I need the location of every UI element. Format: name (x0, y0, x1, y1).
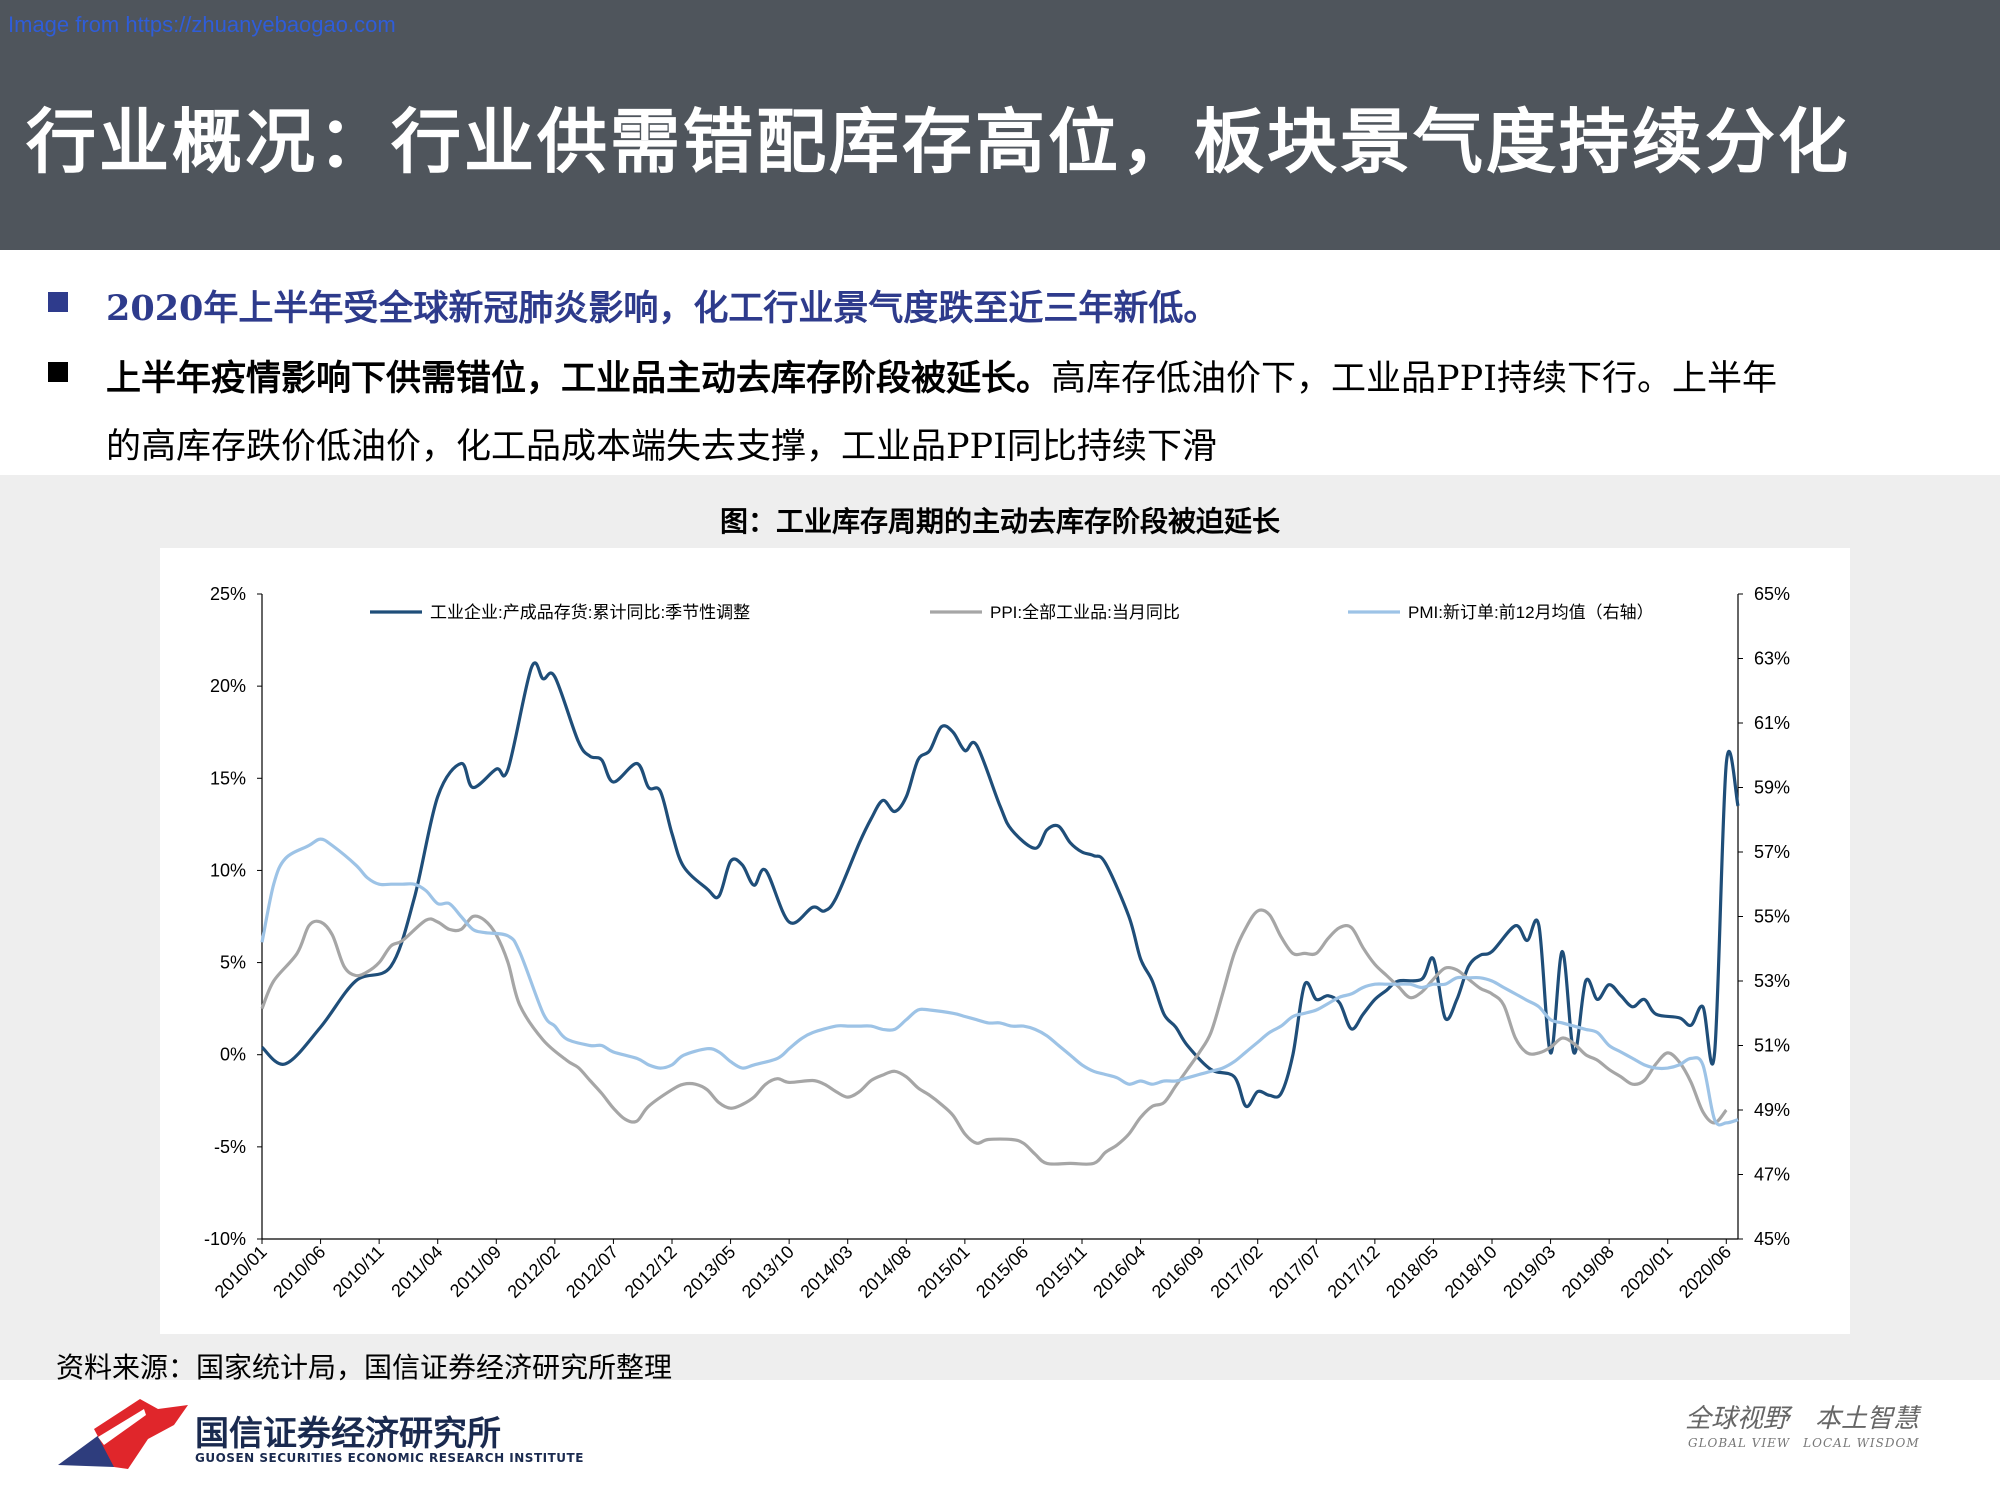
left-tick-label: 20% (210, 676, 246, 696)
bullet-square-2 (48, 362, 68, 382)
left-tick-label: 5% (220, 953, 246, 973)
slogan: 全球视野 本土智慧 (1685, 1404, 1920, 1434)
slogan-english: GLOBAL VIEW LOCAL WISDOM (1688, 1436, 1920, 1450)
bullet-text-2-rest: 高库存低油价下，工业品PPI持续下行。上半年 (1051, 359, 1777, 399)
page-title: 行业概况：行业供需错配库存高位，板块景气度持续分化 (26, 100, 1851, 183)
left-tick-label: 15% (210, 768, 246, 788)
right-tick-label: 55% (1754, 907, 1790, 927)
x-tick-label: 2014/08 (855, 1242, 915, 1302)
right-tick-label: 61% (1754, 713, 1790, 733)
x-tick-label: 2012/12 (621, 1242, 681, 1302)
x-tick-label: 2010/11 (329, 1242, 388, 1301)
right-tick-label: 53% (1754, 971, 1790, 991)
legend-label-pmi: PMI:新订单:前12月均值（右轴） (1408, 603, 1654, 622)
x-tick-label: 2020/06 (1675, 1242, 1735, 1302)
x-tick-label: 2010/01 (211, 1242, 271, 1302)
x-tick-label: 2016/09 (1148, 1242, 1208, 1302)
line-chart: 25% 20% 15% 10% 5% 0% -5% -10% 65% 63% 61% 59% 57% 55… (204, 584, 1790, 1302)
x-tick-label: 2015/06 (972, 1242, 1032, 1302)
x-tick-label: 2011/04 (387, 1242, 446, 1301)
bullet-square-1 (48, 292, 68, 312)
x-tick-label: 2015/11 (1032, 1242, 1091, 1301)
x-tick-label: 2017/12 (1324, 1242, 1384, 1302)
left-tick-label: -5% (214, 1137, 246, 1157)
left-tick-label: 25% (210, 584, 246, 604)
right-tick-label: 51% (1754, 1036, 1790, 1056)
x-tick-label: 2015/01 (914, 1242, 974, 1302)
bullet-text-2: 上半年疫情影响下供需错位，工业品主动去库存阶段被延长。高库存低油价下，工业品PP… (106, 350, 1777, 401)
chart-area: 25% 20% 15% 10% 5% 0% -5% -10% 65% 63% 61% 59% 57% 55… (160, 548, 1850, 1334)
bullet-text-1: 2020年上半年受全球新冠肺炎影响，化工行业景气度跌至近三年新低。 (106, 288, 1219, 329)
x-tick-label: 2017/02 (1206, 1242, 1266, 1302)
title-banner: Image from https://zhuanyebaogao.com 行业概… (0, 0, 2000, 250)
x-tick-label: 2012/07 (562, 1242, 622, 1302)
right-tick-label: 63% (1754, 649, 1790, 669)
left-tick-label: 10% (210, 860, 246, 880)
x-tick-label: 2014/03 (796, 1242, 856, 1302)
x-tick-label: 2012/02 (504, 1242, 564, 1302)
right-tick-label: 59% (1754, 778, 1790, 798)
source-note: 资料来源：国家统计局，国信证券经济研究所整理 (56, 1351, 673, 1384)
x-tick-label: 2010/06 (269, 1242, 329, 1302)
legend-label-ppi: PPI:全部工业品:当月同比 (990, 603, 1180, 622)
x-tick-label: 2019/03 (1499, 1242, 1559, 1302)
x-tick-label: 2011/09 (446, 1242, 505, 1301)
right-tick-label: 47% (1754, 1165, 1790, 1185)
series-line-pmi (260, 837, 1739, 1127)
left-tick-label: -10% (204, 1229, 246, 1249)
x-tick-label: 2013/05 (679, 1242, 739, 1302)
series-line-ppi (260, 908, 1728, 1166)
x-tick-label: 2017/07 (1265, 1242, 1325, 1302)
right-tick-label: 57% (1754, 842, 1790, 862)
right-tick-label: 65% (1754, 584, 1790, 604)
left-tick-label: 0% (220, 1045, 246, 1065)
watermark-link[interactable]: Image from https://zhuanyebaogao.com (8, 12, 396, 37)
x-tick-label: 2016/04 (1089, 1242, 1149, 1302)
x-tick-label: 2020/01 (1616, 1242, 1676, 1302)
x-tick-label: 2019/08 (1558, 1242, 1618, 1302)
x-tick-label: 2018/05 (1382, 1242, 1442, 1302)
logo-text: 国信证券经济研究所 (195, 1414, 501, 1454)
bullet-text-2-continued: 的高库存跌价低油价，化工品成本端失去支撑，工业品PPI同比持续下滑 (106, 427, 1217, 467)
logo-subtext: GUOSEN SECURITIES ECONOMIC RESEARCH INST… (195, 1451, 584, 1465)
chart-title: 图：工业库存周期的主动去库存阶段被迫延长 (719, 505, 1280, 538)
bullet-text-2-bold: 上半年疫情影响下供需错位，工业品主动去库存阶段被延长。 (106, 358, 1052, 399)
x-tick-label: 2018/10 (1441, 1242, 1501, 1302)
right-tick-label: 45% (1754, 1229, 1790, 1249)
right-tick-label: 49% (1754, 1100, 1790, 1120)
legend-label-inventory: 工业企业:产成品存货:累计同比:季节性调整 (430, 603, 750, 622)
guosen-logo-icon (58, 1399, 188, 1469)
x-tick-label: 2013/10 (738, 1242, 798, 1302)
